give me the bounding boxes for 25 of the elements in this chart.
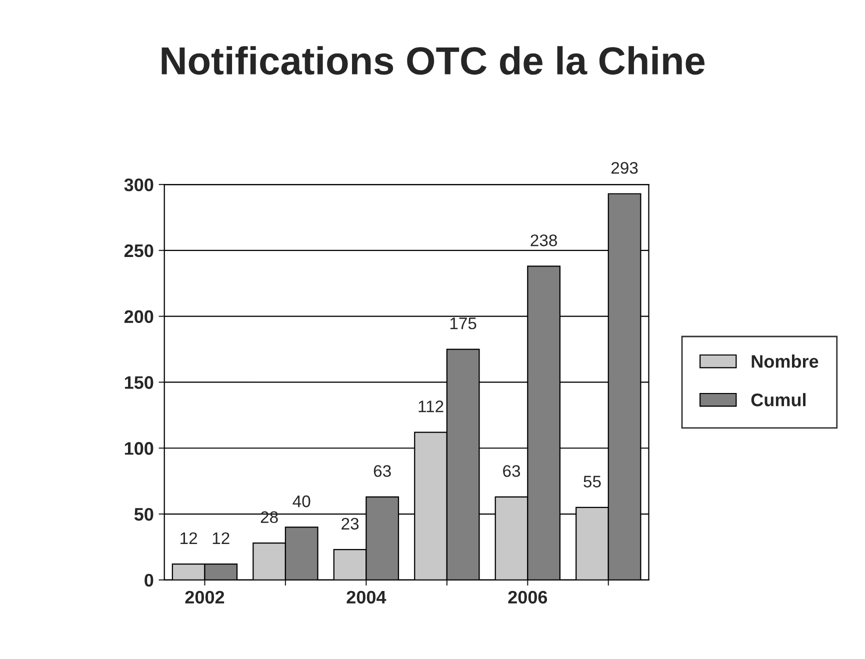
data-label: 55 [584,476,601,488]
data-label: 63 [503,465,520,477]
y-tick-label: 0 [144,574,154,587]
data-label: 12 [212,532,230,544]
data-label: 112 [418,400,444,412]
data-label: 293 [611,162,638,174]
x-tick-label: 2002 [185,590,224,604]
legend-label: Nombre [752,354,818,368]
data-label: 28 [260,511,278,524]
data-label: 238 [530,234,557,246]
y-tick-label: 150 [124,376,154,389]
y-tick-label: 100 [124,442,154,455]
y-tick-label: 200 [124,310,154,324]
data-label: 63 [374,465,391,477]
data-label: 23 [342,518,359,530]
data-label: 40 [292,495,310,508]
y-tick-label: 300 [124,178,154,192]
data-label: 175 [450,318,476,330]
y-tick-label: 50 [134,508,154,521]
data-label: 12 [180,532,198,544]
x-tick-label: 2006 [508,590,548,604]
y-tick-label: 250 [124,244,154,258]
x-tick-label: 2004 [346,590,386,604]
chart-title: Notifications OTC de la Chine [162,46,705,75]
legend-label: Cumul [751,393,806,406]
